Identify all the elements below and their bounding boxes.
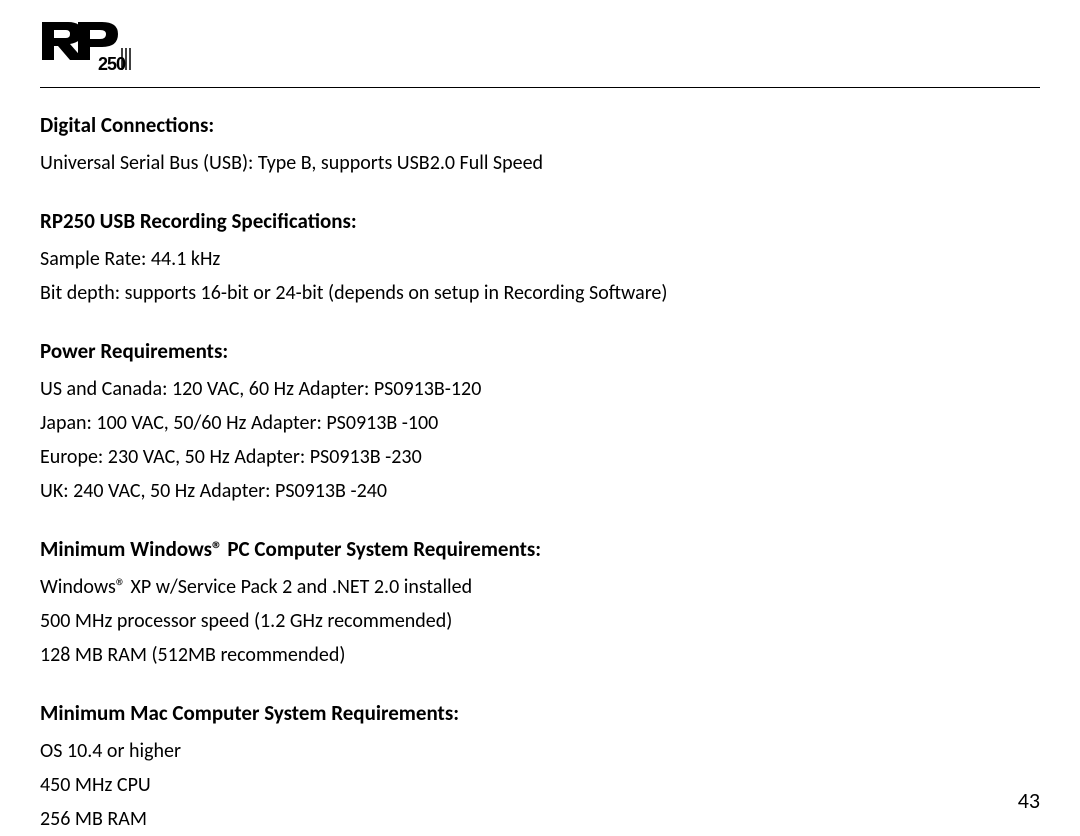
section-mac-requirements: Minimum Mac Computer System Requirements… [40, 700, 1040, 836]
body-line: OS 10.4 or higher [40, 734, 1040, 768]
body-line: 500 MHz processor speed (1.2 GHz recomme… [40, 604, 1040, 638]
section-heading: Minimum Windows® PC Computer System Requ… [40, 536, 1040, 562]
rp250-logo: 250 [40, 20, 150, 77]
body-line: Bit depth: supports 16-bit or 24-bit (de… [40, 276, 1040, 310]
section-digital-connections: Digital Connections: Universal Serial Bu… [40, 112, 1040, 180]
body-line: 256 MB RAM [40, 802, 1040, 836]
header-divider [40, 87, 1040, 88]
body-line: 128 MB RAM (512MB recommended) [40, 638, 1040, 672]
section-heading: Minimum Mac Computer System Requirements… [40, 700, 1040, 726]
body-line: Sample Rate: 44.1 kHz [40, 242, 1040, 276]
body-line: 450 MHz CPU [40, 768, 1040, 802]
logo-container: 250 [40, 20, 1040, 77]
section-heading: Digital Connections: [40, 112, 1040, 138]
page-number: 43 [1018, 787, 1040, 814]
section-heading: RP250 USB Recording Specifications: [40, 208, 1040, 234]
body-line: Japan: 100 VAC, 50/60 Hz Adapter: PS0913… [40, 406, 1040, 440]
body-line: Europe: 230 VAC, 50 Hz Adapter: PS0913B … [40, 440, 1040, 474]
body-line: UK: 240 VAC, 50 Hz Adapter: PS0913B -240 [40, 474, 1040, 508]
body-line: Windows® XP w/Service Pack 2 and .NET 2.… [40, 570, 1040, 604]
section-heading: Power Requirements: [40, 338, 1040, 364]
section-usb-recording: RP250 USB Recording Specifications: Samp… [40, 208, 1040, 310]
section-windows-requirements: Minimum Windows® PC Computer System Requ… [40, 536, 1040, 672]
section-power: Power Requirements: US and Canada: 120 V… [40, 338, 1040, 508]
body-line: US and Canada: 120 VAC, 60 Hz Adapter: P… [40, 372, 1040, 406]
body-line: Universal Serial Bus (USB): Type B, supp… [40, 146, 1040, 180]
